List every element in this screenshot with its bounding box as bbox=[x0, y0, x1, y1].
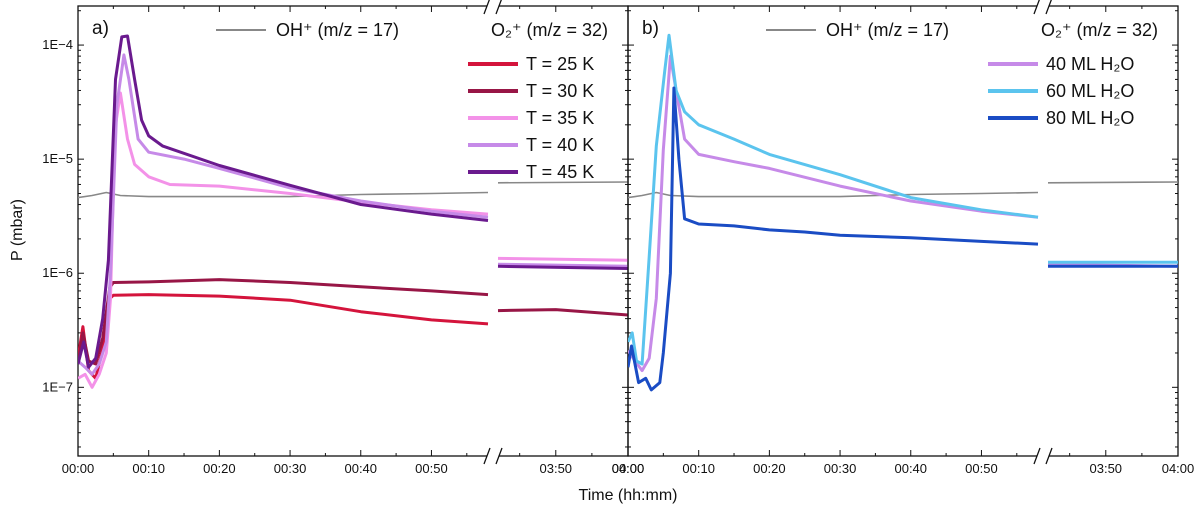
y-tick-label: 1E−6 bbox=[42, 265, 73, 280]
x-tick-label: 00:10 bbox=[132, 461, 165, 476]
panel-a: 1E−4 1E−5 1E−6 1E−7 00:00 00:10 00:20 00:30 00:4… bbox=[42, 0, 644, 476]
axis-break-mark bbox=[495, 447, 503, 465]
legend-entry: T = 45 K bbox=[526, 162, 594, 182]
x-tick-label: 00:10 bbox=[682, 461, 715, 476]
series-2-late bbox=[497, 308, 628, 317]
legend: OH⁺ (m/z = 17) O₂⁺ (m/z = 32) T = 25 K T = … bbox=[216, 20, 608, 182]
x-tick-label: 00:20 bbox=[203, 461, 236, 476]
series-3-early bbox=[628, 86, 1039, 392]
series-2-early bbox=[78, 278, 489, 366]
y-tick-label: 1E−7 bbox=[42, 379, 73, 394]
x-tick-label: 00:00 bbox=[612, 461, 645, 476]
series-group bbox=[78, 34, 628, 389]
axis-break-mark bbox=[1033, 447, 1041, 465]
series-oh-plus-late bbox=[1047, 181, 1178, 184]
series-4-late bbox=[497, 262, 628, 268]
axis-break-mark bbox=[495, 0, 502, 15]
legend-header-o2-plus: O₂⁺ (m/z = 32) bbox=[1041, 20, 1158, 40]
series-3-late bbox=[497, 256, 628, 262]
y-tick-label: 1E−5 bbox=[42, 151, 73, 166]
x-tick-label: 00:00 bbox=[62, 461, 95, 476]
series-2-early bbox=[628, 33, 1039, 366]
x-tick-label: 03:50 bbox=[1090, 461, 1123, 476]
axis-break bbox=[483, 0, 503, 465]
axis-break-mark bbox=[483, 0, 490, 15]
x-tick-label: 00:20 bbox=[753, 461, 786, 476]
axis-break-mark bbox=[1045, 0, 1052, 15]
series-1-early bbox=[78, 293, 489, 380]
x-tick-label: 00:50 bbox=[965, 461, 998, 476]
plot-frame bbox=[627, 5, 1179, 457]
legend-header-oh-plus: OH⁺ (m/z = 17) bbox=[826, 20, 949, 40]
series-3-early bbox=[78, 91, 489, 389]
x-tick-label: 00:30 bbox=[824, 461, 857, 476]
series-5-late bbox=[497, 264, 628, 270]
legend-entry: T = 30 K bbox=[526, 81, 594, 101]
panel-label: a) bbox=[92, 18, 109, 39]
panel-b: 00:00 00:10 00:20 00:30 00:40 00:50 03:50 04:00… bbox=[612, 0, 1195, 476]
series-group bbox=[628, 33, 1178, 392]
x-tick-label: 04:00 bbox=[612, 461, 645, 476]
y-axis-ticks bbox=[628, 10, 1178, 448]
y-axis-ticks bbox=[78, 10, 628, 448]
x-tick-label: 03:50 bbox=[540, 461, 573, 476]
axis-break-mask bbox=[487, 0, 499, 12]
legend-entry: T = 35 K bbox=[526, 108, 594, 128]
series-5-early bbox=[78, 34, 489, 369]
y-tick-label: 1E−4 bbox=[42, 37, 73, 52]
x-tick-label: 04:00 bbox=[1162, 461, 1195, 476]
legend-entry: 80 ML H₂O bbox=[1046, 108, 1134, 128]
x-axis-ticks bbox=[627, 6, 1179, 456]
axis-break-mark bbox=[1045, 447, 1053, 465]
series-oh-plus-late bbox=[497, 181, 628, 184]
x-tick-label: 00:50 bbox=[415, 461, 448, 476]
axis-break-mask bbox=[1037, 0, 1049, 12]
series-oh-plus-early bbox=[628, 191, 1039, 199]
legend-header-o2-plus: O₂⁺ (m/z = 32) bbox=[491, 20, 608, 40]
legend-entry: T = 40 K bbox=[526, 135, 594, 155]
x-tick-label: 00:40 bbox=[894, 461, 927, 476]
y-axis-title: P (mbar) bbox=[9, 199, 26, 261]
axis-break-mark bbox=[483, 447, 491, 465]
axis-break-mask bbox=[1037, 450, 1049, 462]
legend-entry: 40 ML H₂O bbox=[1046, 54, 1134, 74]
series-1-early bbox=[628, 54, 1039, 373]
x-axis-title: Time (hh:mm) bbox=[579, 487, 678, 504]
chart-panels: 1E−4 1E−5 1E−6 1E−7 00:00 00:10 00:20 00:30 00:4… bbox=[42, 0, 1194, 476]
legend-entry: 60 ML H₂O bbox=[1046, 81, 1134, 101]
legend-header-oh-plus: OH⁺ (m/z = 17) bbox=[276, 20, 399, 40]
axis-break bbox=[1033, 0, 1053, 465]
x-tick-label: 00:40 bbox=[344, 461, 377, 476]
series-oh-plus-early bbox=[78, 191, 489, 199]
x-tick-label: 00:30 bbox=[274, 461, 307, 476]
legend: OH⁺ (m/z = 17) O₂⁺ (m/z = 32) 40 ML H₂O 60 … bbox=[766, 20, 1158, 128]
axis-break-mark bbox=[1033, 0, 1040, 15]
axis-break-mask bbox=[487, 450, 499, 462]
panel-label: b) bbox=[642, 18, 659, 39]
legend-entry: T = 25 K bbox=[526, 54, 594, 74]
